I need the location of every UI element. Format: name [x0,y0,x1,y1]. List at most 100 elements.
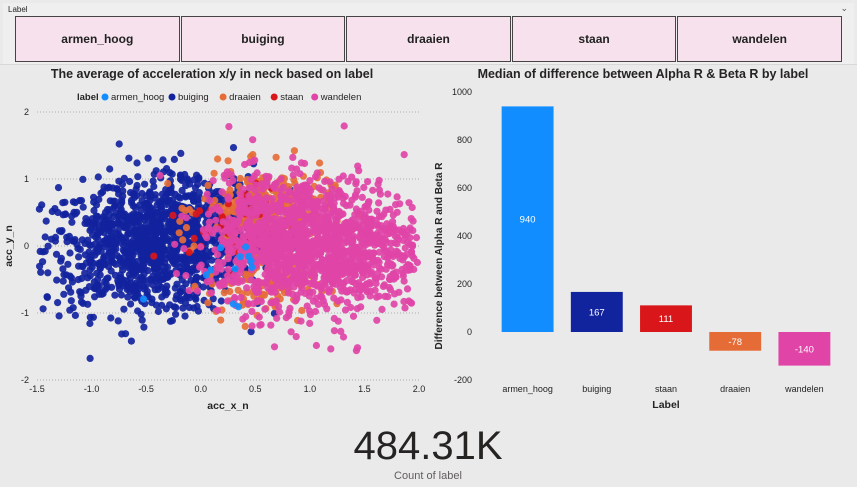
scatter-point [408,242,417,250]
scatter-point [374,180,382,188]
legend-label-draaien: draaien [229,92,261,103]
scatter-point [209,295,217,303]
scatter-point [251,186,259,194]
bar-x-tick-label: staan [655,384,677,394]
scatter-point [150,252,158,260]
legend-entry-buiging[interactable]: buiging [168,92,209,103]
scatter-point [172,270,181,278]
label-slicer: Label ⌄ armen_hoog buiging draaien staan… [3,3,854,64]
scatter-point [197,243,205,251]
scatter-point [303,181,311,190]
bar-draaien[interactable]: -78 [709,332,762,351]
scatter-point [169,211,177,219]
scatter-point [404,266,412,274]
scatter-point [389,261,397,269]
scatter-point [268,195,276,203]
scatter-point [260,279,268,287]
scatter-point [218,188,226,196]
slicer-item-armen-hoog[interactable]: armen_hoog [15,16,180,62]
scatter-point [399,236,407,245]
bar-rect-wandelen[interactable] [778,332,831,366]
scatter-point [117,291,125,299]
scatter-point [299,219,308,227]
bar-staan[interactable]: 111 [640,305,692,332]
scatter-point [232,221,240,229]
scatter-point [84,274,92,282]
bar-armen-hoog[interactable]: 940 [501,106,554,333]
bar-rect-buiging[interactable] [570,291,623,332]
scatter-point [94,173,102,181]
scatter-point [193,287,201,295]
scatter-point [195,174,203,182]
slicer-item-draaien[interactable]: draaien [346,16,511,62]
scatter-y-ticks: 2 1 0 -1 -2 [21,107,29,385]
scatter-point [132,286,140,294]
scatter-point [273,314,281,322]
legend-entry-staan[interactable]: staan [270,92,304,103]
legend-entry-armen-hoog[interactable]: armen_hoog [101,92,165,103]
scatter-point [277,275,285,283]
bar-rect-armen-hoog[interactable] [501,106,554,333]
bar-wandelen[interactable]: -140 [778,332,831,366]
scatter-point [340,122,348,130]
bar-buiging[interactable]: 167 [570,291,623,332]
scatter-point [282,269,290,277]
scatter-point [185,294,193,302]
slicer-item-staan[interactable]: staan [511,16,677,62]
scatter-point [119,192,127,200]
scatter-point [262,172,270,180]
scatter-point [260,247,268,255]
slicer-item-buiging[interactable]: buiging [180,16,346,62]
scatter-point [248,322,256,330]
bar-rect-draaien[interactable] [709,332,762,351]
scatter-point [405,199,413,207]
scatter-point [259,258,267,266]
scatter-point [326,259,334,267]
scatter-point [68,278,76,286]
legend-entry-draaien[interactable]: draaien [219,92,261,103]
scatter-point [217,244,225,252]
scatter-point [210,169,218,177]
scatter-point [87,259,95,267]
scatter-point [213,306,222,314]
scatter-point [152,167,160,175]
bar-rect-staan[interactable] [640,305,692,332]
scatter-point [172,310,180,318]
divider [0,64,857,65]
scatter-point [218,228,227,236]
scatter-point [367,235,375,243]
scatter-point [171,240,179,248]
scatter-point [85,218,93,226]
x-tick-label: -0.5 [138,384,154,394]
chevron-down-icon[interactable]: ⌄ [840,3,848,13]
scatter-point [264,284,272,292]
bar-chart-svg: Median of difference between Alpha R & B… [434,67,831,411]
x-tick-label: 2.0 [413,384,425,394]
scatter-point [231,228,239,236]
scatter-point [395,288,403,296]
scatter-point [330,294,338,302]
scatter-point [272,153,280,161]
scatter-point [346,271,354,279]
scatter-point [242,270,250,278]
scatter-point [316,159,324,167]
scatter-point [293,229,301,237]
scatter-point [359,283,367,291]
scatter-point [360,183,368,192]
scatter-point [321,238,329,246]
scatter-point [282,195,290,204]
scatter-point [194,199,202,208]
scatter-point [116,271,124,279]
scatter-point [401,244,409,252]
scatter-point [109,184,117,192]
scatter-point [203,190,211,198]
scatter-point [297,317,305,325]
scatter-point [247,328,255,336]
scatter-chart-svg: The average of acceleration x/y in neck … [3,67,425,412]
scatter-point [285,187,293,195]
legend-entry-wandelen[interactable]: wandelen [311,92,361,103]
slicer-item-wandelen[interactable]: wandelen [677,16,842,62]
scatter-point [364,178,372,186]
scatter-point [366,217,374,225]
scatter-point [348,259,356,267]
